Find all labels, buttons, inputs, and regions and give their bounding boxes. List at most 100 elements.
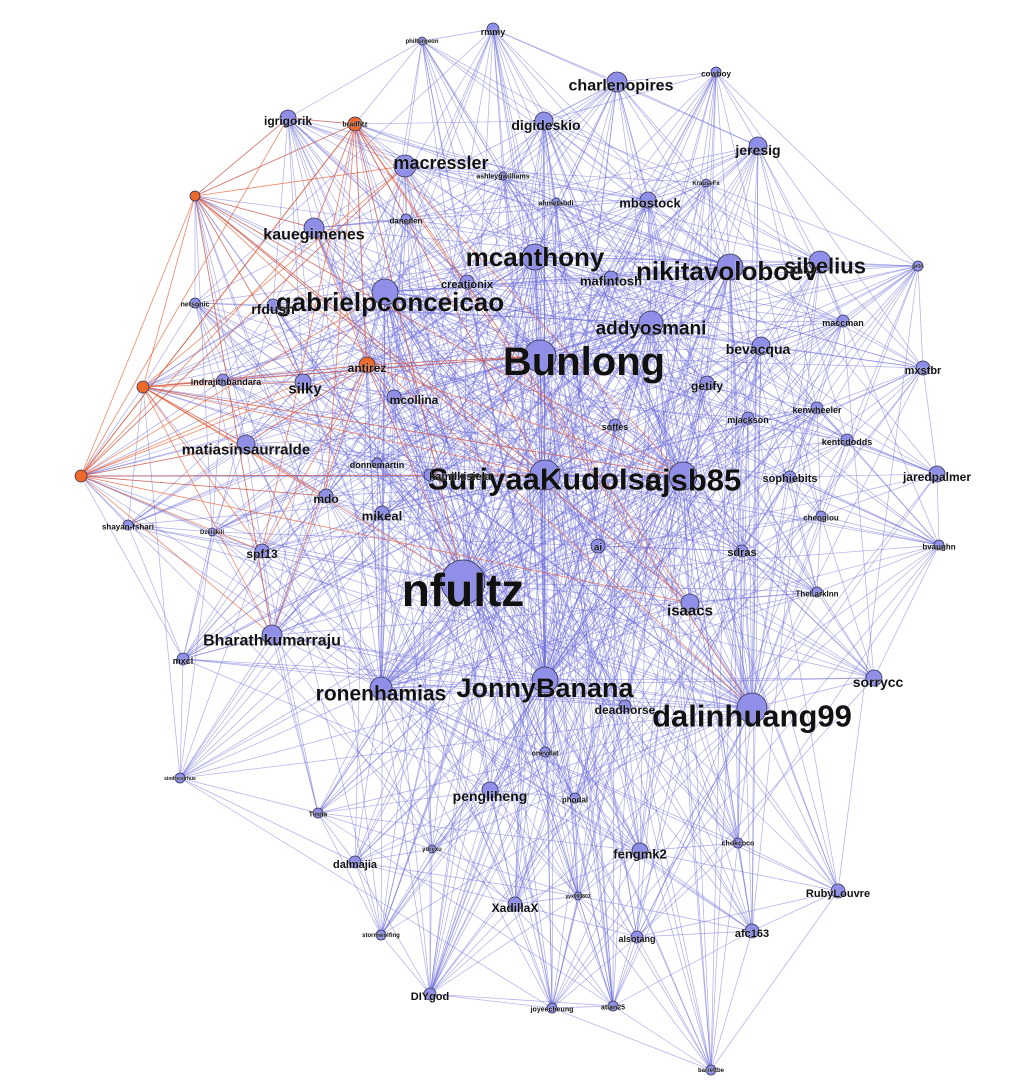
node-fengmk2[interactable] [631,842,649,860]
graph-edge [492,28,708,384]
node-ajsb85[interactable] [668,461,698,491]
node-maccman[interactable] [836,314,850,328]
node-mxstbr[interactable] [915,360,931,376]
node-rfdush[interactable] [266,298,280,312]
node-ronenhamias[interactable] [369,676,393,700]
node-macressler[interactable] [393,154,417,178]
node-gabrielpconceicao[interactable] [371,278,399,306]
node-daneden[interactable] [400,213,412,225]
node-mbostock[interactable] [639,191,657,209]
node-donnemartin[interactable] [371,457,383,469]
graph-edge [380,687,576,799]
node-sdras[interactable] [735,544,749,558]
graph-edge [514,903,638,938]
graph-edge [393,396,739,844]
node-cowboy[interactable] [710,66,722,78]
node-bevacqua[interactable] [751,336,771,356]
node-tinna[interactable] [312,807,324,819]
node-antirez[interactable] [358,356,376,374]
node-isaacs[interactable] [680,593,700,613]
node-barrettbe[interactable] [705,1064,717,1076]
node-mikeal[interactable] [374,505,390,521]
node-dalinhuang99[interactable] [736,692,768,724]
node-dalmajia[interactable] [348,855,362,869]
node-ashleygwilliams[interactable] [498,171,508,181]
node-igrigorik[interactable] [279,109,297,127]
graph-edge [710,842,739,1071]
node-bharathkumarraju[interactable] [261,624,283,646]
node-charlenopires[interactable] [606,71,628,93]
node-jonnybanana[interactable] [531,666,559,694]
node-ai[interactable] [590,538,606,554]
node-nikitavoloboev[interactable] [716,253,744,281]
node-stormwolf[interactable] [375,929,387,941]
node-sindresorhus[interactable] [174,772,186,784]
node-kamilkisiela[interactable] [423,468,437,482]
node-addyosmani[interactable] [638,310,664,336]
node-diygod[interactable] [423,987,437,1001]
node-mcanthony[interactable] [521,243,549,271]
node-atian25[interactable] [607,1000,619,1012]
graph-edge [380,602,691,689]
graph-edge [421,40,541,357]
node-sofffes[interactable] [608,418,622,432]
node-pengliheng[interactable] [481,781,499,799]
graph-edge [650,322,791,478]
node-yyx990803[interactable] [573,891,583,901]
graph-edge [302,381,395,398]
node-sibelius[interactable] [808,250,832,274]
node-kentcdodds[interactable] [840,433,854,447]
graph-edge [179,777,356,863]
node-afc163[interactable] [744,923,760,939]
graph-edge [302,322,652,383]
node-phodal[interactable] [569,792,581,804]
node-deadhorse[interactable] [618,699,632,713]
node-mxcl[interactable] [176,652,190,666]
node-shayan[interactable] [122,519,134,531]
node-netsonic[interactable] [189,297,201,309]
node-rubylouvre[interactable] [830,883,846,899]
node-sorrycc[interactable] [865,669,883,687]
node-ahmetabdi[interactable] [551,197,561,207]
node-krausefx[interactable] [701,178,711,188]
node-creationix[interactable] [459,274,475,290]
node-nfultz[interactable] [440,559,486,605]
node-indrajithbandara[interactable] [216,373,230,387]
node-alsotang[interactable] [630,930,644,944]
node-label-ajsb85: ajsb85 [645,463,742,498]
node-chenglou[interactable] [815,510,827,522]
node-silky[interactable] [294,373,312,391]
node-onevdat[interactable] [539,746,551,758]
node-suriyaakudoisc[interactable] [529,459,561,491]
node-orb[interactable] [136,380,150,394]
node-bunlong[interactable] [523,339,557,373]
node-kenwheeler[interactable] [810,401,824,415]
node-mjackson[interactable] [741,411,755,425]
graph-edge [421,28,494,42]
node-orc[interactable] [74,469,88,483]
node-bvaughn[interactable] [933,539,945,551]
node-digideskio[interactable] [534,111,554,131]
node-chokcoco[interactable] [732,837,744,849]
node-mdo[interactable] [318,488,334,504]
node-jaredpalmer[interactable] [928,465,946,483]
node-dzeiskill[interactable] [207,527,217,537]
node-yoryxu[interactable] [427,844,437,854]
node-rmmy[interactable] [486,22,500,36]
node-jeresig[interactable] [748,136,768,156]
node-sophiebits[interactable] [783,470,797,484]
node-kauegimenes[interactable] [303,217,325,239]
node-getify[interactable] [699,375,715,391]
node-joyeecheung[interactable] [546,1002,558,1014]
node-matiasinsaurralde[interactable] [236,434,256,454]
node-spf13[interactable] [254,543,270,559]
node-mafintosh[interactable] [603,270,619,286]
node-tradfitz[interactable] [347,116,363,132]
node-xadillax[interactable] [507,896,523,912]
node-mcollina[interactable] [386,389,402,405]
node-prtn[interactable] [912,260,924,272]
node-thelarkinn[interactable] [811,586,823,598]
node-ora[interactable] [189,190,201,202]
node-phiturgeon[interactable] [417,36,427,46]
node-label-bunlong: Bunlong [503,340,665,384]
